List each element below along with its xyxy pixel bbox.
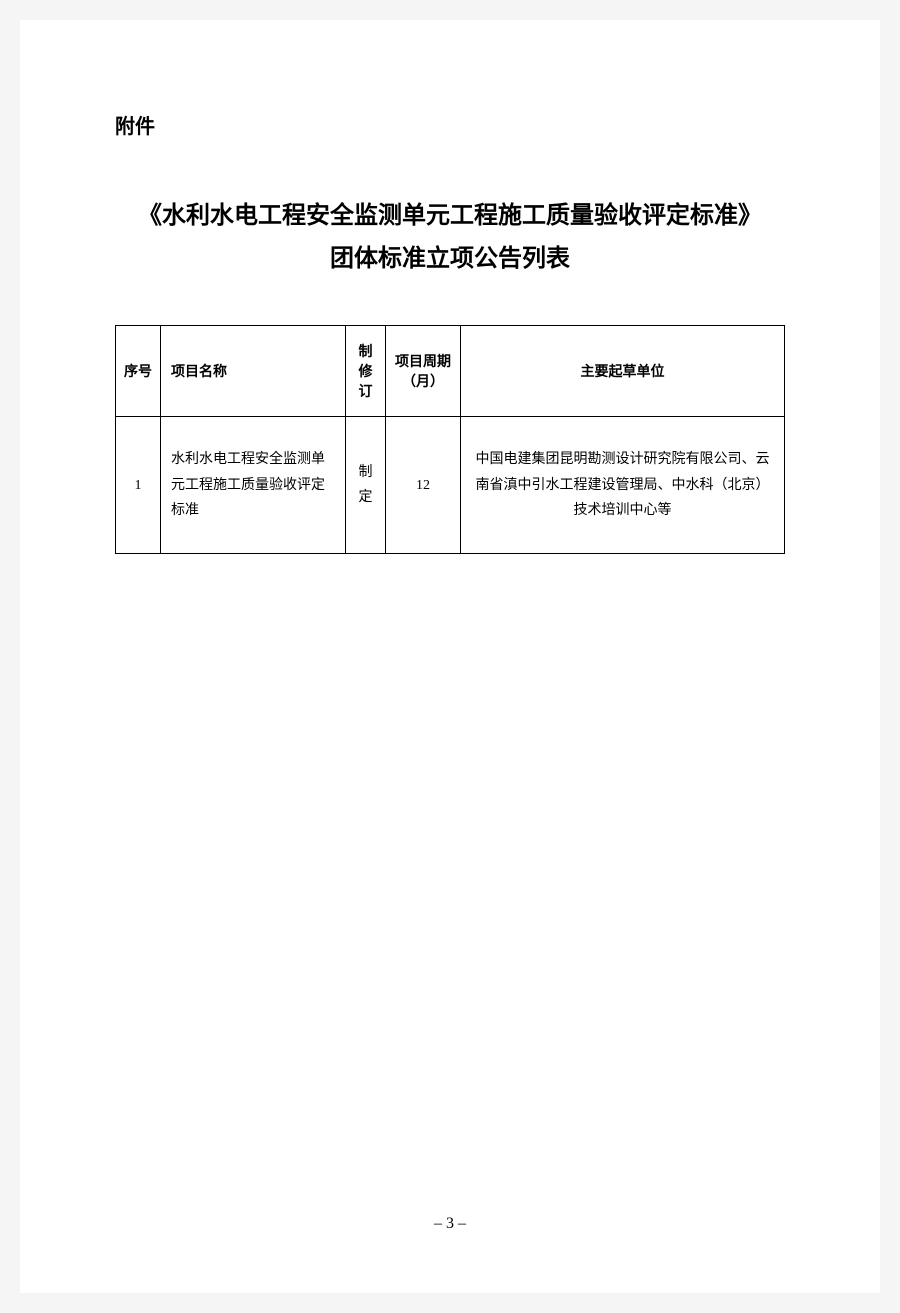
col-header-name: 项目名称 xyxy=(161,326,346,417)
document-page: 附件 《水利水电工程安全监测单元工程施工质量验收评定标准》团体标准立项公告列表 … xyxy=(20,20,880,1293)
cell-period: 12 xyxy=(386,417,461,554)
cell-seq: 1 xyxy=(116,417,161,554)
col-header-period: 项目周期（月） xyxy=(386,326,461,417)
table-header-row: 序号 项目名称 制修订 项目周期（月） 主要起草单位 xyxy=(116,326,785,417)
cell-name: 水利水电工程安全监测单元工程施工质量验收评定标准 xyxy=(161,417,346,554)
table-row: 1 水利水电工程安全监测单元工程施工质量验收评定标准 制定 12 中国电建集团昆… xyxy=(116,417,785,554)
col-header-seq: 序号 xyxy=(116,326,161,417)
standards-table: 序号 项目名称 制修订 项目周期（月） 主要起草单位 1 水利水电工程安全监测单… xyxy=(115,325,785,554)
col-header-org: 主要起草单位 xyxy=(461,326,785,417)
document-title: 《水利水电工程安全监测单元工程施工质量验收评定标准》团体标准立项公告列表 xyxy=(115,194,785,280)
attachment-label: 附件 xyxy=(115,110,785,139)
col-header-revision: 制修订 xyxy=(346,326,386,417)
cell-org: 中国电建集团昆明勘测设计研究院有限公司、云南省滇中引水工程建设管理局、中水科（北… xyxy=(461,417,785,554)
cell-revision: 制定 xyxy=(346,417,386,554)
page-number: – 3 – xyxy=(20,1215,880,1233)
